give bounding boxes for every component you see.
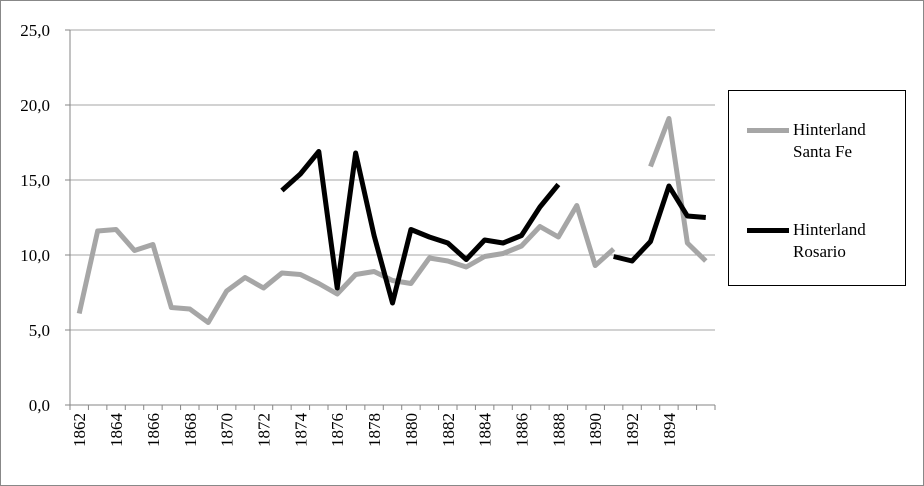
x-tick-label: 1874 <box>291 413 310 448</box>
x-tick-label: 1892 <box>623 413 642 447</box>
x-tick-label: 1878 <box>365 413 384 447</box>
x-tick-label: 1894 <box>660 413 679 448</box>
x-tick-label: 1884 <box>476 412 495 447</box>
x-tick-label: 1886 <box>513 413 532 447</box>
y-tick-label: 15,0 <box>20 171 50 190</box>
legend-item: Hinterland Santa Fe <box>747 119 903 163</box>
x-tick-label: 1880 <box>402 413 421 447</box>
x-tick-label: 1864 <box>107 413 126 448</box>
x-tick-label: 1888 <box>549 413 568 447</box>
x-tick-label: 1882 <box>439 413 458 447</box>
legend-label: Hinterland Santa Fe <box>793 120 866 161</box>
y-tick-label: 5,0 <box>29 321 50 340</box>
y-tick-label: 20,0 <box>20 96 50 115</box>
x-tick-label: 1890 <box>586 413 605 447</box>
series-line <box>76 116 708 325</box>
legend-swatch <box>747 128 789 133</box>
legend-swatch <box>747 228 789 233</box>
y-tick-label: 25,0 <box>20 21 50 40</box>
legend-label: Hinterland Rosario <box>793 220 866 261</box>
x-tick-label: 1868 <box>181 413 200 447</box>
x-tick-label: 1866 <box>144 413 163 447</box>
x-tick-label: 1870 <box>218 413 237 447</box>
y-tick-label: 0,0 <box>29 396 50 415</box>
x-tick-label: 1872 <box>255 413 274 447</box>
x-tick-label: 1862 <box>70 413 89 447</box>
legend-item: Hinterland Rosario <box>747 219 903 263</box>
legend: Hinterland Santa Fe Hinterland Rosario <box>728 90 906 286</box>
y-tick-label: 10,0 <box>20 246 50 265</box>
x-tick-label: 1876 <box>328 413 347 447</box>
series-line <box>280 149 706 306</box>
